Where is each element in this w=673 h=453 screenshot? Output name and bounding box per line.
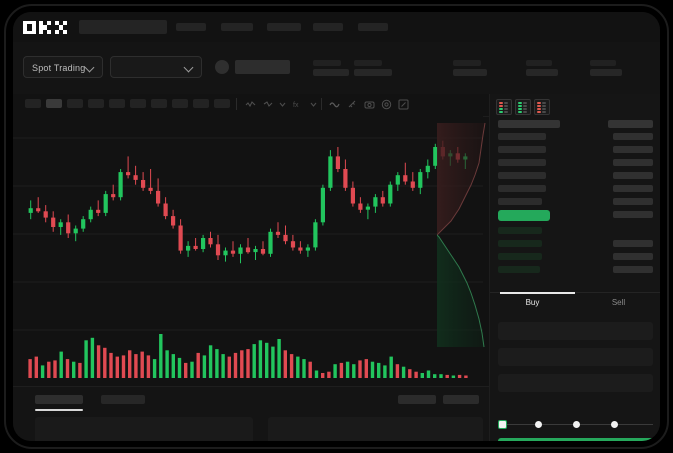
slider-stop-75[interactable] <box>611 421 618 428</box>
orderbook-ask-row[interactable] <box>498 185 546 192</box>
nav-item-3[interactable] <box>267 23 301 31</box>
orderbook-layout-bids-icon[interactable] <box>515 99 531 115</box>
orderbook-header-price <box>498 120 560 128</box>
price-chart[interactable] <box>13 116 483 386</box>
orderbook-panel: Buy Sell <box>489 94 660 441</box>
timeframe-6[interactable] <box>130 99 146 108</box>
nav-item-4[interactable] <box>313 23 343 31</box>
orderbook-header-total <box>608 120 653 128</box>
orderbook-layout-asks-icon[interactable] <box>534 99 550 115</box>
nav-item-2[interactable] <box>221 23 253 31</box>
orderbook-bid-amount <box>613 266 653 273</box>
timeframe-3[interactable] <box>67 99 83 108</box>
app-header <box>13 12 660 42</box>
order-form-tabs: Buy Sell <box>490 292 660 316</box>
line-chart-icon[interactable] <box>262 98 275 111</box>
tab-order-history[interactable] <box>101 395 145 404</box>
orderbook-ask-amount <box>613 159 653 166</box>
bottom-action-2[interactable] <box>443 395 479 404</box>
header-search-box[interactable] <box>79 20 167 34</box>
orderbook-ask-row[interactable] <box>498 172 546 179</box>
tab-buy[interactable]: Buy <box>525 298 540 307</box>
trading-pair-selector[interactable] <box>110 56 202 78</box>
svg-text:fx: fx <box>293 102 299 109</box>
orderbook-bid-row[interactable] <box>498 266 540 273</box>
chevron-down-icon[interactable] <box>307 98 320 111</box>
orderbook-ask-amount <box>613 185 653 192</box>
toolbar-divider <box>236 98 237 110</box>
orderbook-ask-row[interactable] <box>498 198 542 205</box>
orderbook-bid-amount <box>613 253 653 260</box>
orders-list-left <box>35 417 253 441</box>
wave-icon[interactable] <box>328 98 341 111</box>
submit-buy-button[interactable] <box>498 438 654 441</box>
orderbook-bid-amount <box>613 240 653 247</box>
orderbook-ask-amount <box>613 198 653 205</box>
orderbook-ask-row[interactable] <box>498 146 546 153</box>
tab-sell[interactable]: Sell <box>611 298 626 307</box>
nav-item-5[interactable] <box>358 23 388 31</box>
slider-stop-50[interactable] <box>573 421 580 428</box>
settings-icon[interactable] <box>380 98 393 111</box>
active-tab-underline <box>35 409 83 411</box>
chevron-down-icon <box>84 62 95 73</box>
ruler-icon[interactable] <box>346 98 359 111</box>
timeframe-2[interactable] <box>46 99 62 108</box>
timeframe-1[interactable] <box>25 99 41 108</box>
active-tab-underline <box>500 292 575 294</box>
timeframe-4[interactable] <box>88 99 104 108</box>
timeframe-5[interactable] <box>109 99 125 108</box>
order-price-field[interactable] <box>498 322 653 340</box>
app-screen: Spot Trading <box>13 12 660 441</box>
bottom-action-1[interactable] <box>398 395 436 404</box>
orders-list-right <box>268 417 483 441</box>
chevron-down-icon[interactable] <box>276 98 289 111</box>
orderbook-ask-row[interactable] <box>498 159 546 166</box>
orderbook-last-amount <box>613 211 653 218</box>
timeframe-9[interactable] <box>193 99 209 108</box>
candlestick-series <box>28 140 468 264</box>
orderbook-bid-row[interactable] <box>498 253 542 260</box>
coin-avatar <box>215 60 229 74</box>
orderbook-rows[interactable] <box>490 120 660 310</box>
order-amount-field[interactable] <box>498 348 653 366</box>
timeframe-7[interactable] <box>151 99 167 108</box>
tab-divider <box>490 292 660 293</box>
orderbook-depth-overlay <box>437 122 486 348</box>
camera-icon[interactable] <box>363 98 376 111</box>
device-bezel <box>4 4 669 449</box>
orderbook-ask-row[interactable] <box>498 133 546 140</box>
chart-gridlines <box>13 137 483 331</box>
toolbar-divider <box>321 98 322 110</box>
orderbook-bid-row[interactable] <box>498 227 542 234</box>
orderbook-ask-amount <box>613 146 653 153</box>
ticker-bar: Spot Trading <box>13 42 660 95</box>
tab-open-orders[interactable] <box>35 395 83 404</box>
orders-panel <box>13 386 489 441</box>
order-percent-slider[interactable] <box>498 419 656 431</box>
market-type-label: Spot Trading <box>32 63 86 73</box>
okx-logo[interactable] <box>23 21 71 34</box>
orderbook-last-price-row[interactable] <box>498 210 550 221</box>
orderbook-layout-both-icon[interactable] <box>496 99 512 115</box>
market-type-selector[interactable]: Spot Trading <box>23 56 103 78</box>
chevron-down-icon <box>183 62 194 73</box>
trading-pair-name <box>235 60 290 74</box>
slider-handle[interactable] <box>498 420 507 429</box>
nav-item-1[interactable] <box>176 23 206 31</box>
timeframe-8[interactable] <box>172 99 188 108</box>
fullscreen-icon[interactable] <box>397 98 410 111</box>
candlestick-icon[interactable] <box>244 98 257 111</box>
orderbook-bid-row[interactable] <box>498 240 542 247</box>
volume-series <box>28 334 468 378</box>
orderbook-ask-amount <box>613 172 653 179</box>
orderbook-ask-amount <box>613 133 653 140</box>
indicator-icon[interactable]: fx <box>291 98 304 111</box>
slider-stop-25[interactable] <box>535 421 542 428</box>
timeframe-10[interactable] <box>214 99 230 108</box>
order-total-field[interactable] <box>498 374 653 392</box>
